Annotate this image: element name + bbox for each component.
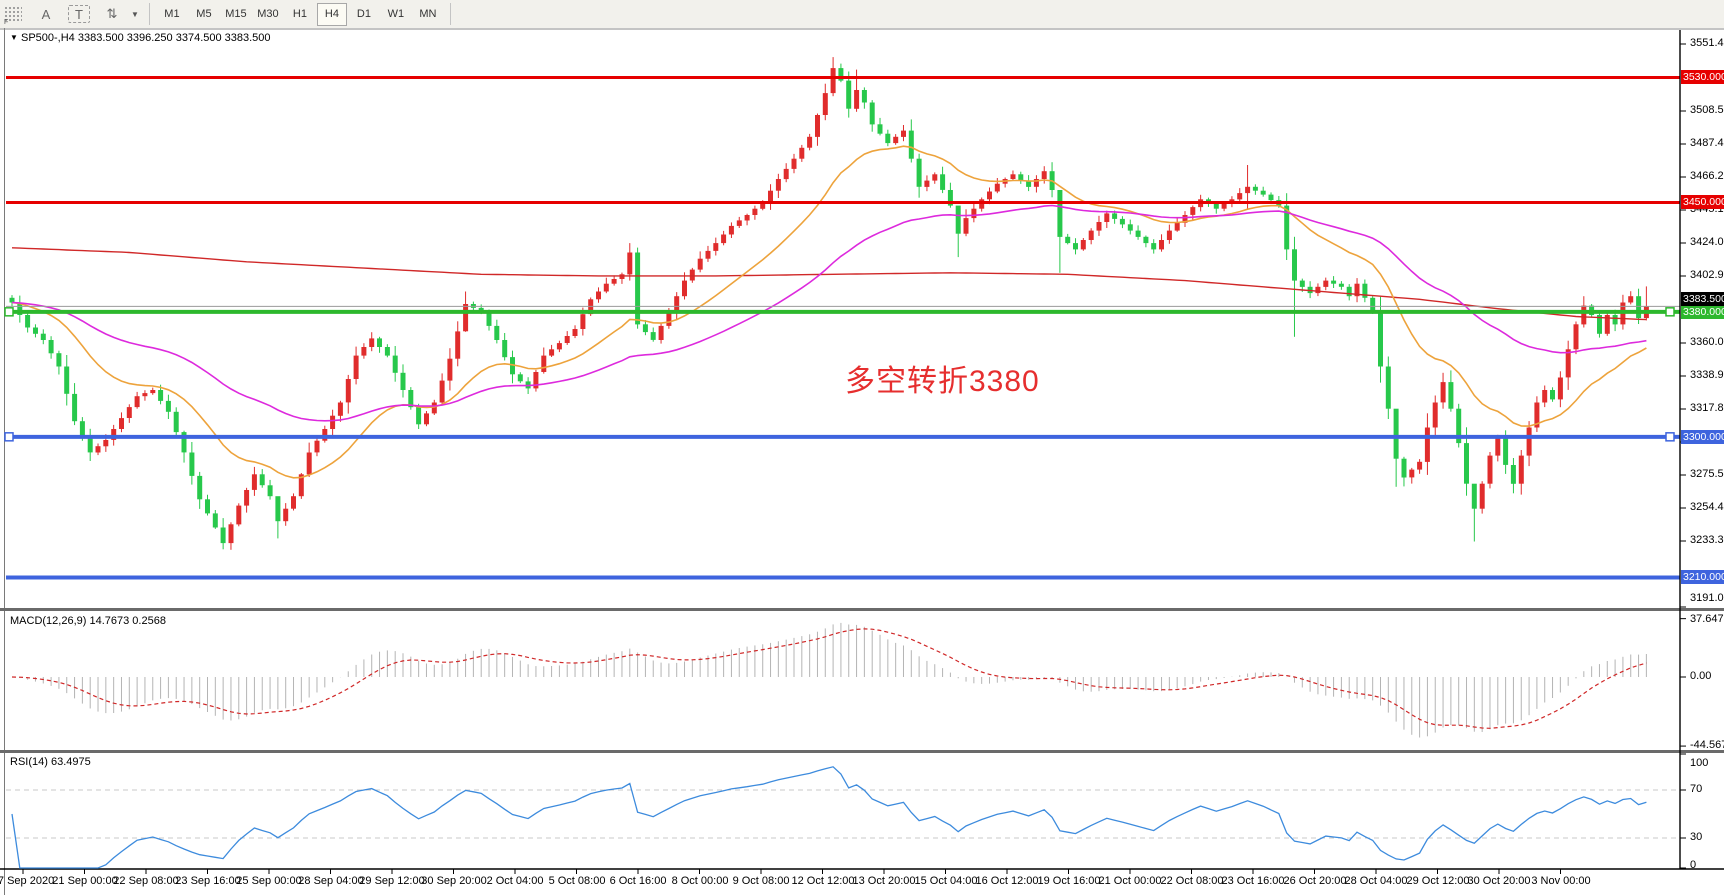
price-tick-label: 3254.450: [1690, 501, 1724, 513]
date-axis-label: 5 Oct 08:00: [548, 875, 606, 887]
level-handle-left[interactable]: [4, 432, 14, 442]
collapse-triangle-icon[interactable]: ▼: [10, 33, 18, 42]
level-price-label: 3380.000: [1681, 305, 1724, 319]
price-tick-label: 3402.930: [1690, 269, 1724, 281]
cycle-lines-tool-icon[interactable]: ⇅: [106, 6, 118, 21]
toolbar-separator: [148, 3, 150, 25]
date-axis-label: 22 Oct 08:00: [1160, 875, 1224, 887]
price-tick-label: 3338.930: [1690, 369, 1724, 381]
timeframe-button-d1[interactable]: D1: [356, 8, 371, 20]
date-axis-label: 28 Sep 04:00: [298, 875, 364, 887]
price-tick-label: 3233.330: [1690, 534, 1724, 546]
chart-window-left-border: [4, 28, 5, 895]
current-price-label: 3383.500: [1681, 292, 1724, 306]
timeframe-button-h4[interactable]: H4: [316, 2, 347, 26]
macd-tick-label: 0.00: [1690, 670, 1712, 682]
timeframe-button-mn[interactable]: MN: [419, 8, 437, 20]
date-axis-label: 21 Oct 00:00: [1098, 875, 1162, 887]
date-axis-label: 8 Oct 00:00: [671, 875, 729, 887]
timeframe-button-m15[interactable]: M15: [225, 8, 247, 20]
level-handle-right[interactable]: [1665, 307, 1675, 317]
chart-text-annotation[interactable]: 多空转折3380: [845, 365, 1040, 398]
date-axis-label: 12 Oct 12:00: [791, 875, 855, 887]
tool-dropdown-caret-icon[interactable]: ▼: [131, 9, 139, 19]
date-axis-label: 29 Oct 12:00: [1406, 875, 1470, 887]
timeframe-button-h1[interactable]: H1: [292, 8, 307, 20]
level-price-label: 3530.000: [1681, 70, 1724, 84]
toolbar-grip-icon[interactable]: F: [4, 6, 22, 26]
date-axis-label: 9 Oct 08:00: [732, 875, 790, 887]
date-axis-label: 16 Oct 12:00: [975, 875, 1039, 887]
level-handle-left[interactable]: [4, 307, 14, 317]
date-axis-label: 6 Oct 16:00: [609, 875, 667, 887]
price-tick-label: 3551.410: [1690, 37, 1724, 49]
toolbar-separator: [449, 3, 451, 25]
price-tick-label: 3317.810: [1690, 402, 1724, 414]
price-tick-label: 3508.530: [1690, 104, 1724, 116]
timeframe-button-m30[interactable]: M30: [257, 8, 279, 20]
date-axis-label: 19 Oct 16:00: [1037, 875, 1101, 887]
timeframe-button-w1[interactable]: W1: [387, 8, 405, 20]
date-axis-label: 23 Sep 16:00: [175, 875, 241, 887]
date-axis-label: 26 Oct 20:00: [1283, 875, 1347, 887]
date-axis-label: 29 Sep 12:00: [359, 875, 425, 887]
price-tick-label: 3466.290: [1690, 170, 1724, 182]
date-axis-label: 28 Oct 04:00: [1344, 875, 1408, 887]
price-tick-label: 3487.410: [1690, 137, 1724, 149]
date-axis-label: 23 Oct 16:00: [1221, 875, 1285, 887]
macd-tick-label: 37.6477: [1690, 613, 1724, 625]
date-axis-label: 21 Sep 00:00: [52, 875, 118, 887]
date-axis-label: 30 Sep 20:00: [421, 875, 487, 887]
date-axis-label: 13 Oct 20:00: [852, 875, 916, 887]
rsi-tick-label: 0: [1690, 859, 1697, 871]
macd-indicator-label: MACD(12,26,9) 14.7673 0.2568: [10, 615, 166, 627]
level-price-label: 3300.000: [1681, 430, 1724, 444]
date-axis-label: 3 Nov 00:00: [1531, 875, 1591, 887]
text-box-tool-icon[interactable]: T: [68, 5, 90, 23]
macd-tick-label: -44.5673: [1690, 739, 1724, 751]
rsi-tick-label: 30: [1690, 831, 1703, 843]
timeframe-bar: M1 M5 M15 M30 H1 H4 D1 W1 MN: [156, 2, 444, 26]
timeframe-button-m1[interactable]: M1: [164, 8, 180, 20]
symbol-ohlc-line[interactable]: ▼ SP500-,H4 3383.500 3396.250 3374.500 3…: [10, 32, 271, 44]
price-tick-label: 3191.090: [1690, 592, 1724, 604]
level-handle-right[interactable]: [1665, 432, 1675, 442]
text-label-tool-icon[interactable]: A: [41, 6, 51, 22]
price-tick-label: 3360.050: [1690, 336, 1724, 348]
date-axis-label: 22 Sep 08:00: [113, 875, 179, 887]
rsi-tick-label: 70: [1690, 783, 1703, 795]
price-tick-label: 3275.570: [1690, 468, 1724, 480]
date-axis-label: 25 Sep 00:00: [236, 875, 302, 887]
price-tick-label: 3424.050: [1690, 236, 1724, 248]
date-axis-label: 30 Oct 20:00: [1467, 875, 1531, 887]
date-axis-label: 2 Oct 04:00: [486, 875, 544, 887]
toolbar: F A T ⇅ ▼ M1 M5 M15 M30 H1 H4 D1 W1 MN: [0, 0, 1724, 29]
rsi-tick-label: 100: [1690, 757, 1709, 769]
chart-canvas[interactable]: [0, 28, 1724, 895]
timeframe-button-m5[interactable]: M5: [196, 8, 212, 20]
rsi-indicator-label: RSI(14) 63.4975: [10, 756, 91, 768]
level-price-label: 3450.000: [1681, 195, 1724, 209]
date-axis-label: 15 Oct 04:00: [914, 875, 978, 887]
date-axis-label: 17 Sep 2020: [0, 875, 55, 887]
level-price-label: 3210.000: [1681, 570, 1724, 584]
